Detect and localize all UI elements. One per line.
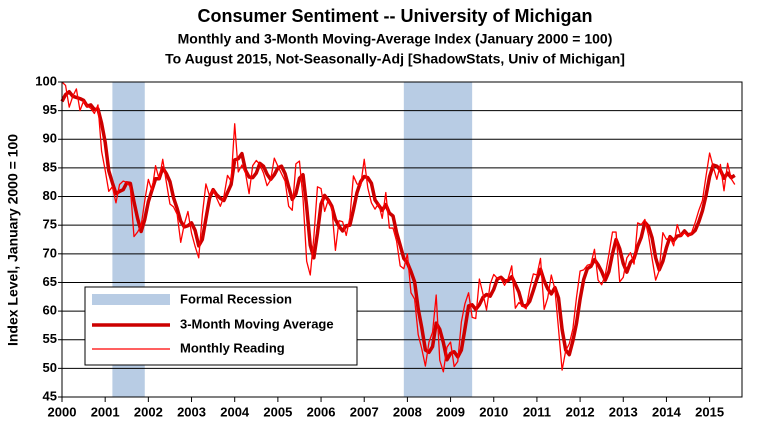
legend-label: 3-Month Moving Average xyxy=(180,316,334,331)
x-tick-label: 2004 xyxy=(220,404,250,419)
legend-label: Monthly Reading xyxy=(180,340,285,355)
y-tick-label: 75 xyxy=(43,217,57,232)
plot-frame xyxy=(61,81,743,398)
x-tick-label: 2000 xyxy=(48,404,77,419)
x-tick-label: 2007 xyxy=(350,404,379,419)
y-tick-label: 95 xyxy=(43,102,57,117)
y-tick-label: 80 xyxy=(43,188,57,203)
y-tick-label: 50 xyxy=(43,360,57,375)
x-tick-label: 2006 xyxy=(307,404,336,419)
y-axis-label: Index Level, January 2000 = 100 xyxy=(5,134,21,346)
legend: Formal Recession 3-Month Moving Average Mo… xyxy=(84,286,358,366)
x-tick-label: 2015 xyxy=(695,404,724,419)
x-tick-label: 2002 xyxy=(134,404,163,419)
plot-area: 45 50 55 60 65 70 75 80 85 90 95 100 2000 2001 2002 200… xyxy=(35,73,743,419)
x-tick-label: 2009 xyxy=(436,404,465,419)
x-tick-label: 2011 xyxy=(523,404,551,419)
series-line xyxy=(61,81,736,373)
legend-label: Formal Recession xyxy=(180,291,292,306)
chart-subtitle: Monthly and 3-Month Moving-Average Index… xyxy=(178,31,613,47)
x-tick-label: 2003 xyxy=(177,404,206,419)
series-line xyxy=(60,89,736,362)
y-tick-label: 55 xyxy=(43,331,57,346)
y-tick-label: 65 xyxy=(43,274,57,289)
x-tick-label: 2010 xyxy=(479,404,508,419)
x-tick-label: 2014 xyxy=(652,404,682,419)
y-tick-label: 90 xyxy=(43,131,57,146)
x-tick-label: 2008 xyxy=(393,404,422,419)
legend-swatch xyxy=(92,294,170,305)
x-tick-label: 2001 xyxy=(91,404,120,419)
y-tick-label: 45 xyxy=(43,388,57,403)
y-tick-label: 100 xyxy=(35,73,57,88)
chart-subtitle: To August 2015, Not-Seasonally-Adj [Shad… xyxy=(165,51,625,67)
y-tick-label: 60 xyxy=(43,303,57,318)
y-tick-label: 70 xyxy=(43,245,57,260)
x-tick-label: 2012 xyxy=(566,404,595,419)
chart-title: Consumer Sentiment -- University of Mich… xyxy=(197,6,592,26)
x-tick-label: 2005 xyxy=(263,404,292,419)
x-tick-label: 2013 xyxy=(609,404,638,419)
y-tick-label: 85 xyxy=(43,159,57,174)
